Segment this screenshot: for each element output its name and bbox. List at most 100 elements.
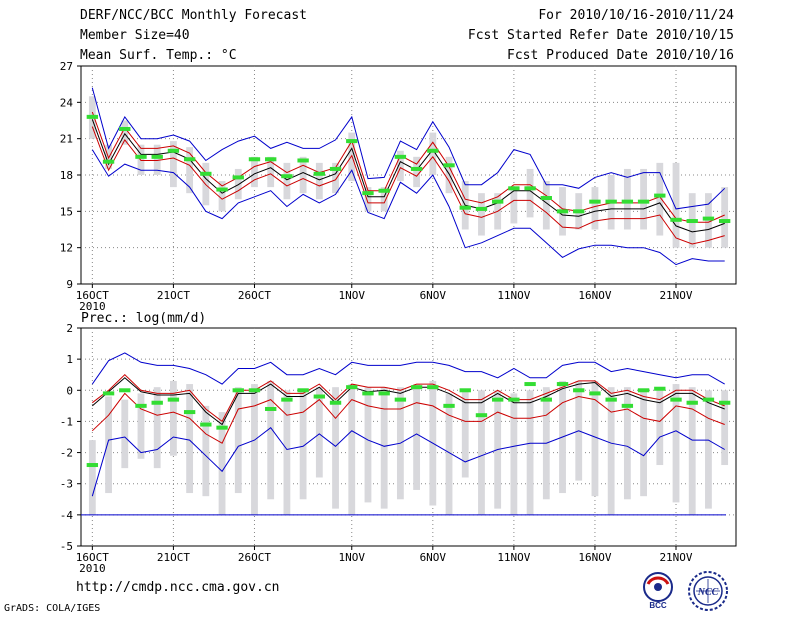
outer-upper-line (91, 87, 726, 210)
spread-box (591, 187, 599, 230)
observed-marker (265, 406, 277, 411)
spread-box (640, 168, 647, 230)
observed-marker (281, 397, 293, 402)
spread-box (607, 387, 615, 515)
spread-box (170, 141, 177, 188)
observed-marker (637, 388, 650, 393)
spread-box (267, 380, 275, 500)
spread-box (623, 387, 631, 500)
median-line (91, 119, 725, 233)
panel-1-xtick-label: 11NOV (497, 289, 530, 302)
panel-2-xtick-label: 16NOV (578, 551, 611, 564)
observed-marker (686, 219, 698, 224)
ncc-logo: NCC (688, 571, 728, 611)
observed-marker (670, 397, 682, 402)
observed-marker (654, 193, 666, 198)
observed-marker (573, 209, 585, 214)
observed-marker (232, 175, 244, 180)
panel-2-ytick-label: 1 (66, 353, 73, 366)
spread-box (526, 390, 534, 515)
panel-2-xtick-label: 21OCT (157, 551, 190, 564)
spread-box (315, 387, 323, 478)
observed-marker (200, 171, 212, 176)
inner-lower-line (91, 392, 725, 444)
forecast-title: DERF/NCC/BCC Monthly Forecast (80, 8, 307, 23)
bcc-logo: BCC (643, 572, 673, 610)
outer-upper-line (91, 352, 725, 385)
observed-marker (573, 388, 585, 393)
header-left: DERF/NCC/BCC Monthly Forecast Member Siz… (80, 6, 307, 66)
observed-marker (265, 157, 277, 162)
observed-marker (378, 188, 390, 193)
observed-marker (313, 394, 326, 399)
spread-box (445, 393, 453, 515)
spread-box (299, 390, 307, 500)
panel-2-xtick-year: 2010 (79, 562, 106, 575)
observed-marker (86, 463, 99, 468)
panel-2-xtick-label: 11NOV (497, 551, 530, 564)
spread-box (413, 384, 421, 490)
spread-box (413, 156, 421, 188)
panel-1-ytick-label: 27 (60, 60, 73, 73)
observed-marker (102, 391, 115, 396)
spread-box (202, 405, 210, 497)
observed-marker (524, 186, 536, 191)
observed-marker (540, 196, 552, 201)
spread-box (186, 384, 194, 494)
panel-2-xtick-label: 1NOV (339, 551, 366, 564)
spread-box (348, 384, 356, 515)
spread-box (656, 162, 664, 236)
observed-marker (589, 199, 601, 204)
observed-marker (362, 191, 374, 196)
spread-box (429, 132, 437, 175)
observed-marker (459, 205, 471, 210)
spread-box (672, 384, 680, 503)
observed-marker (200, 422, 212, 427)
spread-box (299, 156, 307, 194)
panel-2-ytick-label: 2 (66, 322, 73, 335)
footer-url[interactable]: http://cmdp.ncc.cma.gov.cn (76, 580, 280, 595)
spread-box (623, 168, 631, 230)
spread-box (591, 380, 599, 497)
forecast-period: For 2010/10/16-2010/11/24 (538, 8, 734, 23)
observed-marker (216, 187, 228, 192)
variable-label: Mean Surf. Temp.: °C (80, 48, 237, 63)
observed-marker (329, 166, 342, 171)
spread-box (267, 156, 275, 188)
panel-2-ytick-label: -3 (60, 478, 73, 491)
observed-marker (119, 388, 131, 393)
observed-marker (718, 400, 731, 405)
panel-1-ytick-label: 24 (60, 96, 74, 109)
observed-marker (346, 385, 358, 390)
observed-marker (524, 382, 536, 387)
start-date: Fcst Started Refer Date 2010/10/15 (467, 28, 734, 43)
observed-marker (621, 199, 634, 204)
observed-marker (410, 385, 423, 390)
observed-marker (605, 199, 617, 204)
observed-marker (508, 397, 520, 402)
spread-box (656, 390, 664, 466)
spread-box (283, 390, 291, 515)
spread-box (153, 144, 161, 175)
observed-marker (232, 388, 244, 393)
spread-box (121, 120, 129, 145)
panel-2-xtick-label: 16OCT (76, 551, 109, 564)
observed-marker (491, 199, 504, 204)
panel-2-xtick-label: 21NOV (659, 551, 692, 564)
observed-marker (183, 410, 196, 415)
observed-marker (475, 413, 488, 418)
inner-lower-line (91, 126, 725, 245)
outer-lower-line (91, 426, 725, 497)
spread-box (251, 156, 258, 188)
observed-marker (686, 400, 698, 405)
observed-marker (119, 126, 131, 131)
header-right: For 2010/10/16-2010/11/24 Fcst Started R… (468, 6, 734, 66)
outer-lower-line (91, 149, 725, 266)
inner-upper-line (91, 111, 725, 223)
spread-box (510, 187, 518, 224)
panel-2-ytick-label: -5 (60, 540, 73, 553)
grads-credit: GrADS: COLA/IGES (4, 603, 101, 614)
panel-1-xtick-label: 26OCT (238, 289, 271, 302)
spread-box (688, 387, 696, 515)
observed-marker (248, 157, 261, 162)
